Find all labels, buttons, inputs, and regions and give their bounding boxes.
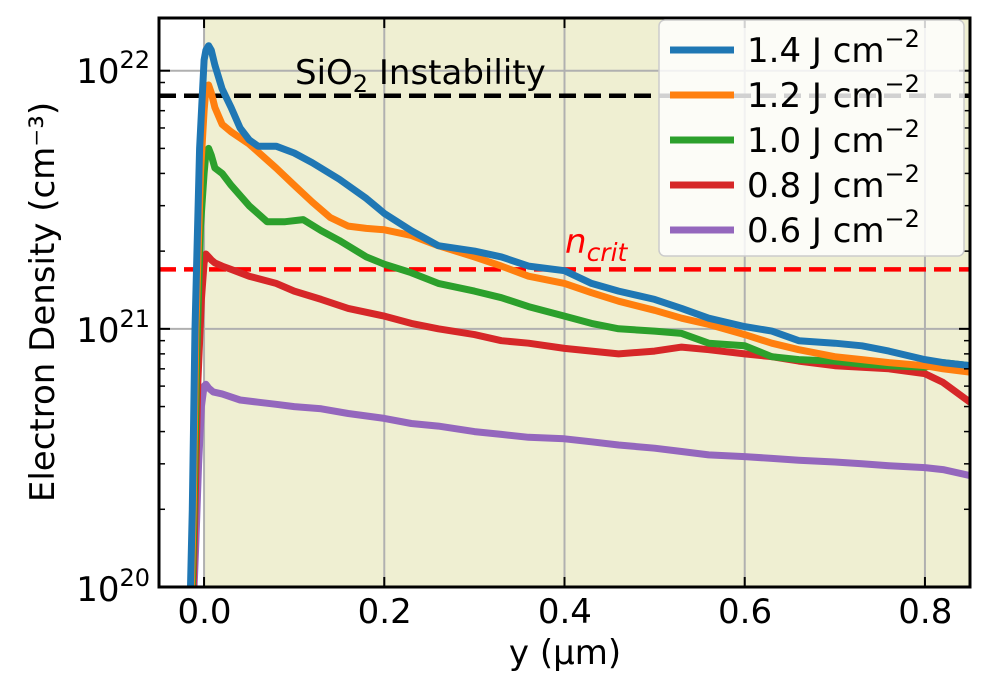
series-lines [187, 42, 970, 587]
x-tick-label: 0.0 [177, 592, 231, 632]
series-line [187, 42, 970, 587]
series-line [187, 81, 970, 587]
x-tick-label: 0.2 [358, 592, 412, 632]
sio2-instability-label: SiO2 Instability [295, 53, 546, 98]
ticks [159, 18, 970, 588]
x-axis-label: y (µm) [509, 633, 621, 673]
legend-label: 1.2 J cm−2 [747, 70, 920, 116]
y-tick-label: 1022 [76, 46, 150, 92]
legend-label: 0.8 J cm−2 [747, 160, 920, 206]
series-line [188, 144, 970, 587]
legend-box [658, 19, 965, 257]
legend: 1.4 J cm−21.2 J cm−21.0 J cm−20.8 J cm−2… [658, 19, 965, 257]
legend-label: 1.4 J cm−2 [747, 25, 920, 71]
legend-label: 1.0 J cm−2 [747, 115, 920, 161]
x-tick-label: 0.6 [718, 592, 772, 632]
y-tick-labels: 1020 1021 1022 [76, 46, 150, 610]
n-crit-label: ncrit [565, 222, 629, 267]
x-tick-labels: 0.0 0.2 0.4 0.6 0.8 [177, 592, 952, 632]
series-line [190, 380, 970, 587]
y-tick-label: 1021 [76, 305, 150, 351]
y-axis-label: Electron Density (cm⁻³) [23, 102, 63, 502]
x-tick-label: 0.4 [538, 592, 592, 632]
y-tick-label: 1020 [76, 564, 150, 610]
x-tick-label: 0.8 [898, 592, 952, 632]
legend-label: 0.6 J cm−2 [747, 205, 920, 251]
